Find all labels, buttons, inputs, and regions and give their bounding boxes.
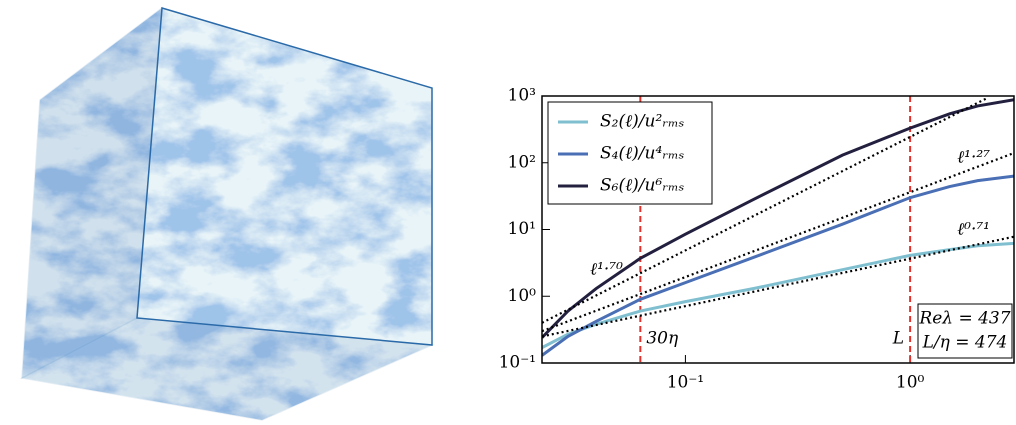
plot-frame — [541, 95, 1015, 364]
y-tick-label: 10³ — [508, 86, 536, 106]
series-line — [542, 98, 1014, 339]
cube-face — [136, 7, 433, 346]
chart: 10⁻¹ 10⁰ 10¹ 10² 10³ 10⁻¹ 10⁰ 30η Lℓ¹·⁷⁰ ℓ¹·²⁷ ℓ⁰·… — [499, 86, 1015, 393]
y-tick-label: 10² — [508, 152, 536, 172]
fit-label: ℓ¹·²⁷ — [957, 148, 990, 168]
cube-face — [19, 317, 435, 421]
legend-label: S₂(ℓ)/u²ᵣₘₛ — [600, 112, 685, 132]
fit-label: ℓ⁰·⁷¹ — [957, 220, 990, 240]
annotation-box — [917, 303, 1013, 359]
fit-line — [542, 235, 1014, 338]
annotation: L/η = 474 — [922, 333, 1008, 353]
reference-label: 30η — [646, 329, 679, 349]
x-tick-label: 10⁻¹ — [667, 373, 704, 393]
legend-label: S₄(ℓ)/u⁴ᵣₘₛ — [600, 144, 685, 164]
cube — [19, 6, 435, 421]
fit-line — [542, 151, 1014, 333]
x-tick-label: 10⁰ — [896, 373, 925, 393]
y-tick-label: 10¹ — [508, 219, 536, 239]
fit-label: ℓ¹·⁷⁰ — [590, 260, 623, 280]
legend-label: S₆(ℓ)/u⁶ᵣₘₛ — [600, 176, 685, 196]
y-tick-label: 10⁻¹ — [499, 353, 536, 373]
y-tick-label: 10⁰ — [508, 286, 537, 306]
reference-label: L — [892, 329, 904, 349]
fit-line — [542, 97, 988, 324]
cube-texture — [22, 8, 432, 420]
annotation: Reλ = 437 — [918, 309, 1010, 329]
